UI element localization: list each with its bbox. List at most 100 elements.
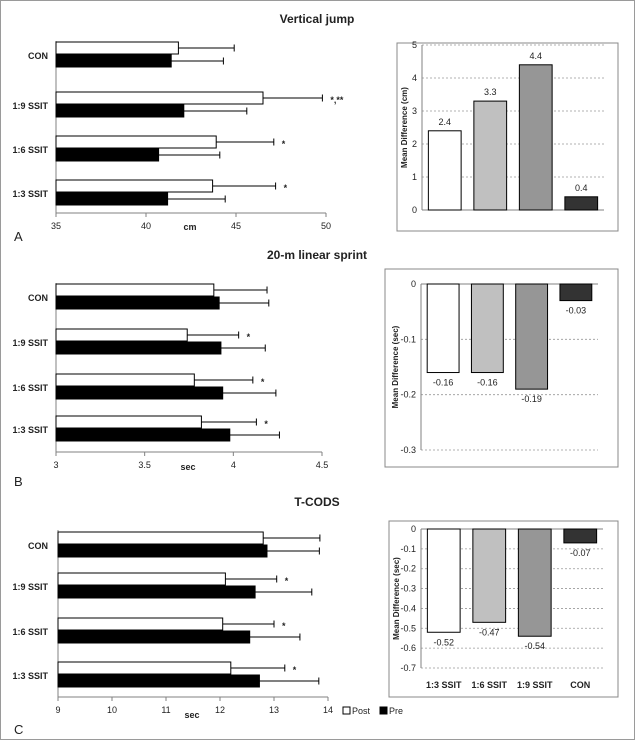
- x-axis-label: cm: [183, 222, 196, 232]
- y-tick-label: -0.3: [400, 445, 416, 455]
- difference-bar: [473, 100, 508, 211]
- difference-bar: [426, 528, 461, 633]
- data-label: -0.16: [477, 378, 498, 388]
- y-tick-label: 0: [412, 205, 417, 215]
- y-tick-label: 5: [412, 40, 417, 50]
- significance-marker: *: [285, 576, 289, 586]
- category-label: CON: [570, 680, 590, 690]
- data-label: -0.47: [479, 627, 500, 637]
- pre-bar: [55, 148, 160, 162]
- pre-bar: [55, 296, 220, 310]
- y-tick-label: 4: [412, 73, 417, 83]
- category-label: CON: [28, 541, 48, 551]
- y-tick-label: -0.1: [400, 544, 416, 554]
- data-label: 3.3: [484, 87, 497, 97]
- y-tick-label: -0.3: [400, 584, 416, 594]
- x-tick-label: 14: [323, 705, 333, 715]
- data-label: -0.19: [521, 394, 542, 404]
- category-label: 1:9 SSIT: [12, 582, 48, 592]
- post-bar: [55, 179, 214, 193]
- post-bar: [57, 572, 226, 586]
- legend-label-post: Post: [352, 706, 371, 716]
- significance-marker: *: [261, 377, 265, 387]
- category-label: 1:3 SSIT: [12, 671, 48, 681]
- x-tick-label: 3.5: [138, 460, 151, 470]
- y-tick-label: -0.2: [400, 564, 416, 574]
- significance-marker: *: [247, 332, 251, 342]
- pre-bar: [55, 104, 185, 118]
- significance-marker: *: [282, 139, 286, 149]
- y-tick-label: -0.5: [400, 623, 416, 633]
- y-tick-label: -0.1: [400, 334, 416, 344]
- post-bar: [55, 373, 195, 387]
- post-bar: [55, 415, 202, 429]
- significance-marker: *: [293, 665, 297, 675]
- y-tick-label: -0.2: [400, 390, 416, 400]
- y-tick-label: -0.4: [400, 603, 416, 613]
- pre-bar: [55, 192, 169, 206]
- difference-bar: [427, 130, 462, 211]
- difference-bar: [470, 283, 504, 374]
- y-axis-label: Mean Difference (sec): [392, 557, 401, 640]
- y-axis-label: Mean Difference (sec): [391, 325, 400, 408]
- significance-marker: *: [282, 621, 286, 631]
- x-tick-label: 9: [55, 705, 60, 715]
- difference-bar: [517, 528, 552, 637]
- post-bar: [55, 91, 264, 105]
- x-tick-label: 3: [53, 460, 58, 470]
- x-tick-label: 13: [269, 705, 279, 715]
- difference-bar: [472, 528, 507, 623]
- category-label: CON: [28, 51, 48, 61]
- pre-bar: [57, 585, 256, 599]
- x-tick-label: 40: [141, 221, 151, 231]
- y-tick-label: 3: [412, 106, 417, 116]
- significance-marker: *: [264, 419, 268, 429]
- x-tick-label: 45: [231, 221, 241, 231]
- difference-bar: [518, 64, 553, 211]
- data-label: -0.52: [433, 637, 454, 647]
- legend-label-pre: Pre: [389, 706, 403, 716]
- difference-bar: [559, 283, 593, 302]
- y-tick-label: 2: [412, 139, 417, 149]
- post-bar: [57, 661, 232, 675]
- data-label: -0.16: [433, 378, 454, 388]
- data-label: 2.4: [438, 117, 451, 127]
- x-tick-label: 35: [51, 221, 61, 231]
- category-label: 1:6 SSIT: [471, 680, 507, 690]
- post-bar: [55, 135, 217, 149]
- category-label: 1:3 SSIT: [12, 425, 48, 435]
- x-axis-label: sec: [180, 462, 195, 472]
- x-tick-label: 50: [321, 221, 331, 231]
- data-label: -0.54: [524, 641, 545, 651]
- data-label: -0.07: [570, 548, 591, 558]
- y-axis-label: Mean Difference (cm): [400, 87, 409, 168]
- category-label: 1:3 SSIT: [426, 680, 462, 690]
- x-tick-label: 10: [107, 705, 117, 715]
- x-tick-label: 12: [215, 705, 225, 715]
- category-label: 1:3 SSIT: [12, 189, 48, 199]
- panel-letter: A: [14, 229, 23, 244]
- x-tick-label: 4.5: [316, 460, 329, 470]
- data-label: 4.4: [529, 51, 542, 61]
- y-tick-label: 0: [411, 524, 416, 534]
- category-label: 1:9 SSIT: [12, 101, 48, 111]
- difference-bar: [515, 283, 549, 390]
- significance-marker: *,**: [330, 95, 344, 105]
- post-bar: [55, 283, 215, 297]
- post-bar: [57, 617, 224, 631]
- category-label: 1:6 SSIT: [12, 627, 48, 637]
- category-label: CON: [28, 293, 48, 303]
- legend-swatch-pre: [379, 706, 388, 715]
- y-tick-label: 1: [412, 172, 417, 182]
- data-label: -0.03: [566, 306, 587, 316]
- panel-letter: C: [14, 722, 23, 737]
- legend-swatch-post: [342, 706, 351, 715]
- y-tick-label: 0: [411, 279, 416, 289]
- category-label: 1:6 SSIT: [12, 145, 48, 155]
- y-tick-label: -0.6: [400, 643, 416, 653]
- difference-bar: [563, 528, 598, 544]
- pre-bar: [57, 674, 260, 688]
- chart-title: Vertical jump: [280, 12, 355, 26]
